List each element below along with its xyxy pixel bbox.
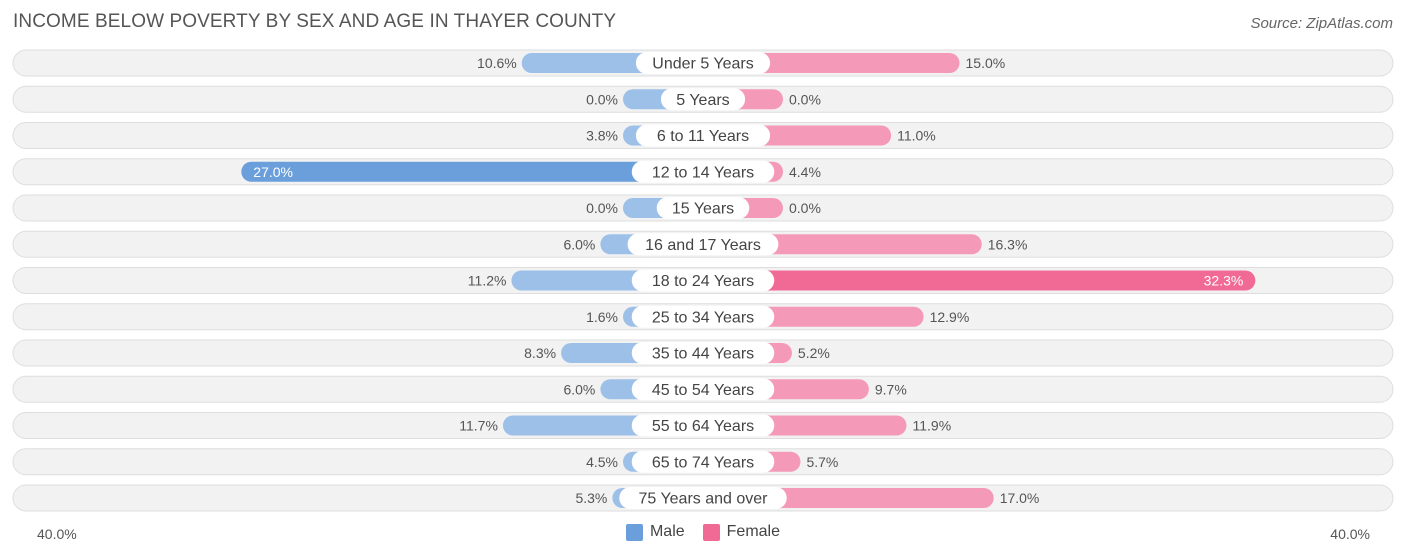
chart-row: 1.6% 12.9% 25 to 34 Years bbox=[12, 303, 1394, 331]
female-value-label: 4.4% bbox=[789, 164, 821, 180]
male-value-label: 0.0% bbox=[586, 91, 618, 107]
male-value-label: 4.5% bbox=[586, 454, 618, 470]
chart-row: 11.7% 11.9% 55 to 64 Years bbox=[12, 412, 1394, 439]
male-value-label: 1.6% bbox=[586, 309, 618, 325]
axis-right-label: 40.0% bbox=[1330, 526, 1370, 542]
female-value-label: 9.7% bbox=[875, 381, 907, 397]
female-value-label: 32.3% bbox=[1204, 273, 1244, 289]
female-value-label: 12.9% bbox=[930, 309, 970, 325]
category-label: 15 Years bbox=[672, 201, 734, 218]
category-label-background bbox=[635, 52, 771, 74]
category-label-background bbox=[631, 160, 775, 183]
female-value-label: 15.0% bbox=[966, 55, 1006, 71]
category-label: Under 5 Years bbox=[652, 56, 753, 73]
category-label-background bbox=[635, 124, 771, 147]
male-value-label: 6.0% bbox=[563, 236, 595, 252]
chart-row: 6.0% 16.3% 16 and 17 Years bbox=[12, 230, 1394, 258]
legend: Male Female bbox=[0, 523, 1406, 541]
poverty-chart: 10.6% 15.0% Under 5 Years 0.0% 0.0% 5 Years 3.… bbox=[12, 49, 1394, 512]
source-label: Source: ZipAtlas.com bbox=[1250, 15, 1393, 32]
chart-title: INCOME BELOW POVERTY BY SEX AND AGE IN T… bbox=[13, 11, 617, 32]
category-label-background bbox=[631, 378, 775, 401]
category-label: 75 Years and over bbox=[639, 491, 769, 508]
chart-row: 4.5% 5.7% 65 to 74 Years bbox=[12, 448, 1394, 476]
legend-swatch-female bbox=[702, 523, 720, 541]
female-bar[interactable] bbox=[703, 270, 1256, 291]
chart-row: 5.3% 17.0% 75 Years and over bbox=[12, 484, 1394, 512]
category-label: 5 Years bbox=[676, 92, 729, 109]
category-label: 12 to 14 Years bbox=[652, 164, 754, 181]
male-value-label: 3.8% bbox=[586, 128, 618, 144]
category-label-background bbox=[656, 197, 750, 219]
legend-item-male[interactable]: Male bbox=[625, 523, 685, 541]
legend-item-female[interactable]: Female bbox=[702, 523, 781, 541]
category-label: 45 to 54 Years bbox=[652, 382, 754, 399]
category-label-background bbox=[631, 342, 775, 364]
male-value-label: 0.0% bbox=[586, 200, 618, 216]
male-value-label: 11.2% bbox=[468, 273, 507, 289]
legend-swatch-male bbox=[625, 523, 643, 541]
chart-row: 3.8% 11.0% 6 to 11 Years bbox=[12, 122, 1394, 149]
female-value-label: 11.9% bbox=[912, 418, 951, 434]
female-value-label: 17.0% bbox=[1000, 490, 1040, 506]
category-label-background bbox=[631, 450, 775, 473]
category-label: 55 to 64 Years bbox=[652, 418, 754, 435]
female-value-label: 0.0% bbox=[789, 200, 821, 216]
category-label-background bbox=[627, 233, 779, 256]
male-value-label: 11.7% bbox=[459, 418, 498, 434]
female-value-label: 11.0% bbox=[897, 128, 936, 144]
female-value-label: 16.3% bbox=[988, 236, 1028, 252]
category-label: 18 to 24 Years bbox=[652, 273, 754, 290]
male-value-label: 6.0% bbox=[563, 381, 595, 397]
female-value-label: 5.2% bbox=[798, 345, 830, 361]
axis-left-label: 40.0% bbox=[37, 526, 77, 542]
category-label-background bbox=[631, 269, 775, 292]
category-label-background bbox=[619, 487, 787, 509]
legend-label-male: Male bbox=[649, 523, 685, 540]
chart-row: 8.3% 5.2% 35 to 44 Years bbox=[12, 339, 1394, 367]
category-label: 35 to 44 Years bbox=[652, 346, 754, 363]
chart-row: 0.0% 0.0% 5 Years bbox=[12, 85, 1394, 113]
category-label-background bbox=[660, 88, 746, 111]
female-value-label: 0.0% bbox=[789, 91, 821, 107]
category-label-background bbox=[631, 414, 775, 437]
male-value-label: 5.3% bbox=[575, 490, 607, 506]
male-bar[interactable] bbox=[241, 161, 704, 182]
category-label: 25 to 34 Years bbox=[652, 309, 754, 326]
male-value-label: 10.6% bbox=[477, 55, 517, 71]
chart-row: 0.0% 0.0% 15 Years bbox=[12, 194, 1394, 222]
category-label: 6 to 11 Years bbox=[657, 128, 749, 145]
chart-row: 10.6% 15.0% Under 5 Years bbox=[12, 49, 1394, 77]
male-value-label: 27.0% bbox=[253, 164, 293, 180]
chart-row: 11.2% 32.3% 18 to 24 Years bbox=[12, 267, 1394, 294]
category-label-background bbox=[631, 305, 775, 328]
chart-row: 6.0% 9.7% 45 to 54 Years bbox=[12, 375, 1394, 403]
legend-label-female: Female bbox=[726, 523, 781, 540]
male-value-label: 8.3% bbox=[524, 345, 556, 361]
female-value-label: 5.7% bbox=[806, 454, 838, 470]
category-label: 65 to 74 Years bbox=[652, 454, 754, 471]
chart-row: 27.0% 4.4% 12 to 14 Years bbox=[12, 158, 1394, 186]
category-label: 16 and 17 Years bbox=[645, 237, 761, 254]
